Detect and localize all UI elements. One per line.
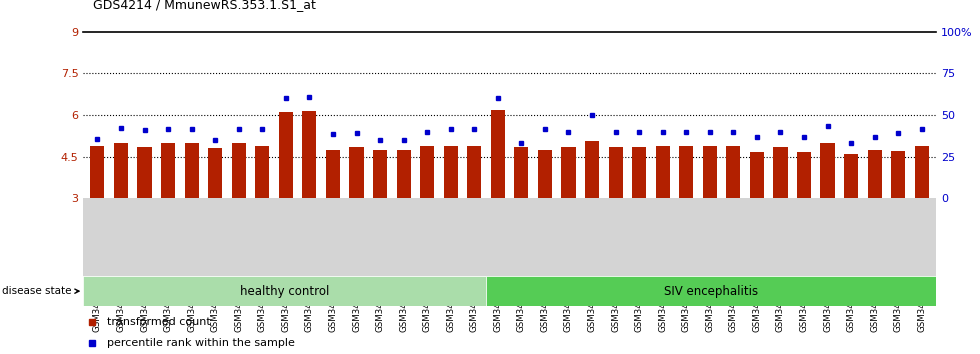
Bar — [773, 147, 788, 198]
Bar — [914, 145, 929, 198]
Bar — [397, 150, 411, 198]
Bar — [820, 143, 835, 198]
Bar — [161, 143, 175, 198]
Text: SIV encephalitis: SIV encephalitis — [663, 285, 758, 298]
Bar — [444, 145, 458, 198]
Bar — [114, 143, 128, 198]
Bar — [255, 145, 270, 198]
Bar — [373, 150, 387, 198]
Text: GDS4214 / MmunewRS.353.1.S1_at: GDS4214 / MmunewRS.353.1.S1_at — [93, 0, 316, 11]
Bar — [703, 145, 716, 198]
Text: disease state: disease state — [2, 286, 79, 296]
Bar — [867, 150, 882, 198]
Bar — [326, 150, 340, 198]
Text: healthy control: healthy control — [240, 285, 329, 298]
Text: percentile rank within the sample: percentile rank within the sample — [107, 338, 295, 348]
Bar — [844, 154, 858, 198]
Bar — [656, 145, 669, 198]
Bar — [208, 148, 222, 198]
Bar — [514, 147, 528, 198]
Text: transformed count: transformed count — [107, 317, 211, 327]
Bar — [303, 111, 317, 198]
Bar — [609, 147, 622, 198]
Bar — [797, 153, 811, 198]
Bar — [679, 145, 693, 198]
Bar — [486, 276, 936, 306]
Bar — [585, 141, 599, 198]
Bar — [90, 145, 105, 198]
Bar — [184, 143, 199, 198]
Bar — [420, 145, 434, 198]
Bar — [467, 145, 481, 198]
Bar — [726, 145, 741, 198]
Bar — [350, 147, 364, 198]
Bar — [538, 150, 552, 198]
Bar — [231, 143, 246, 198]
Bar — [278, 112, 293, 198]
Bar — [137, 147, 152, 198]
Bar — [491, 109, 505, 198]
Bar — [632, 147, 646, 198]
Bar — [891, 151, 906, 198]
Bar — [83, 276, 486, 306]
Bar — [750, 153, 764, 198]
Bar — [562, 147, 575, 198]
